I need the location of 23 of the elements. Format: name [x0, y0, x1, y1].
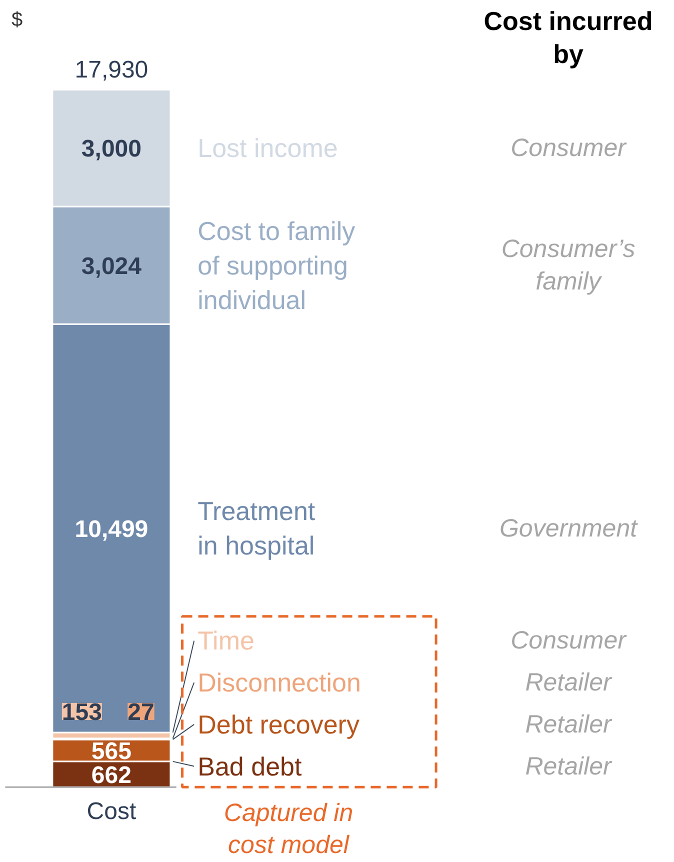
- text: Government: [499, 514, 638, 542]
- y-axis-title: $: [11, 9, 23, 32]
- series-label: Cost to family of supporting individual: [198, 216, 356, 315]
- x-tick-label: Cost: [86, 798, 136, 826]
- text: Captured in cost model: [224, 798, 354, 860]
- data-label: 10,499: [74, 516, 148, 543]
- text: Cost incurred by: [484, 6, 653, 69]
- text: Retailer: [525, 752, 614, 780]
- text: Retailer: [525, 668, 614, 697]
- series-label: Debt recovery: [198, 709, 360, 740]
- data-label: 3,000: [81, 136, 142, 163]
- series-label: Bad debt: [198, 751, 302, 782]
- series-label: Treatment in hospital: [198, 496, 316, 561]
- text: Consumer’s family: [501, 235, 636, 296]
- data-label: 153: [62, 699, 102, 726]
- text: Consumer: [510, 626, 628, 655]
- data-label: 27: [128, 699, 154, 726]
- text: Consumer: [510, 134, 628, 162]
- text: Retailer: [525, 710, 614, 738]
- total-label: 17,930: [74, 56, 148, 84]
- series-label: Disconnection: [198, 668, 361, 698]
- text: Time: [198, 626, 254, 656]
- data-label: 3,024: [81, 252, 142, 280]
